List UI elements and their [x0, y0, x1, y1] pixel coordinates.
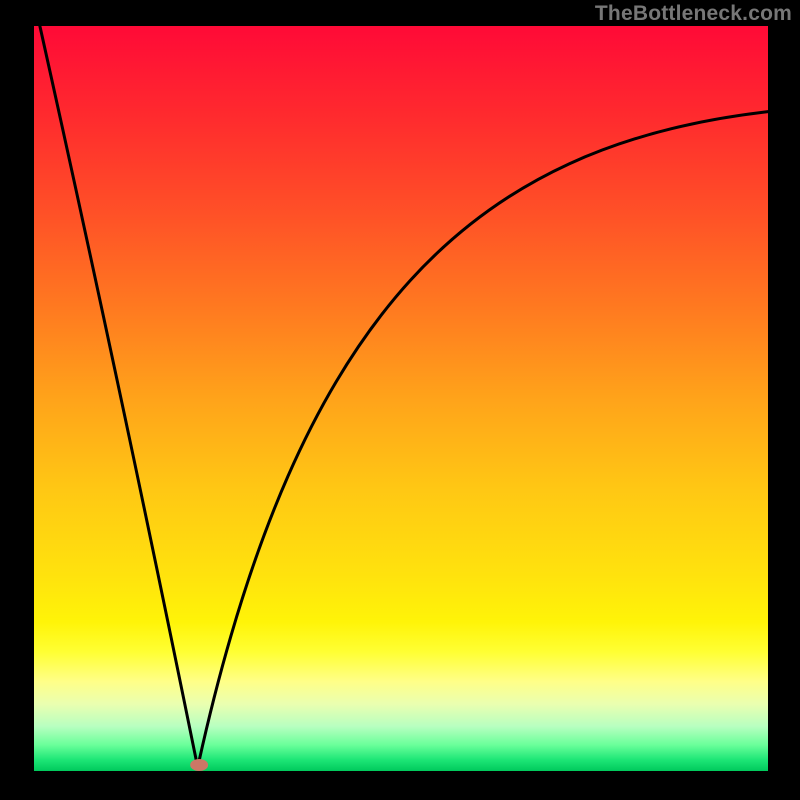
bottleneck-chart: [0, 0, 800, 800]
chart-container: TheBottleneck.com: [0, 0, 800, 800]
watermark-text: TheBottleneck.com: [595, 2, 792, 26]
optimal-point-marker: [190, 759, 208, 771]
plot-area: [34, 26, 768, 771]
